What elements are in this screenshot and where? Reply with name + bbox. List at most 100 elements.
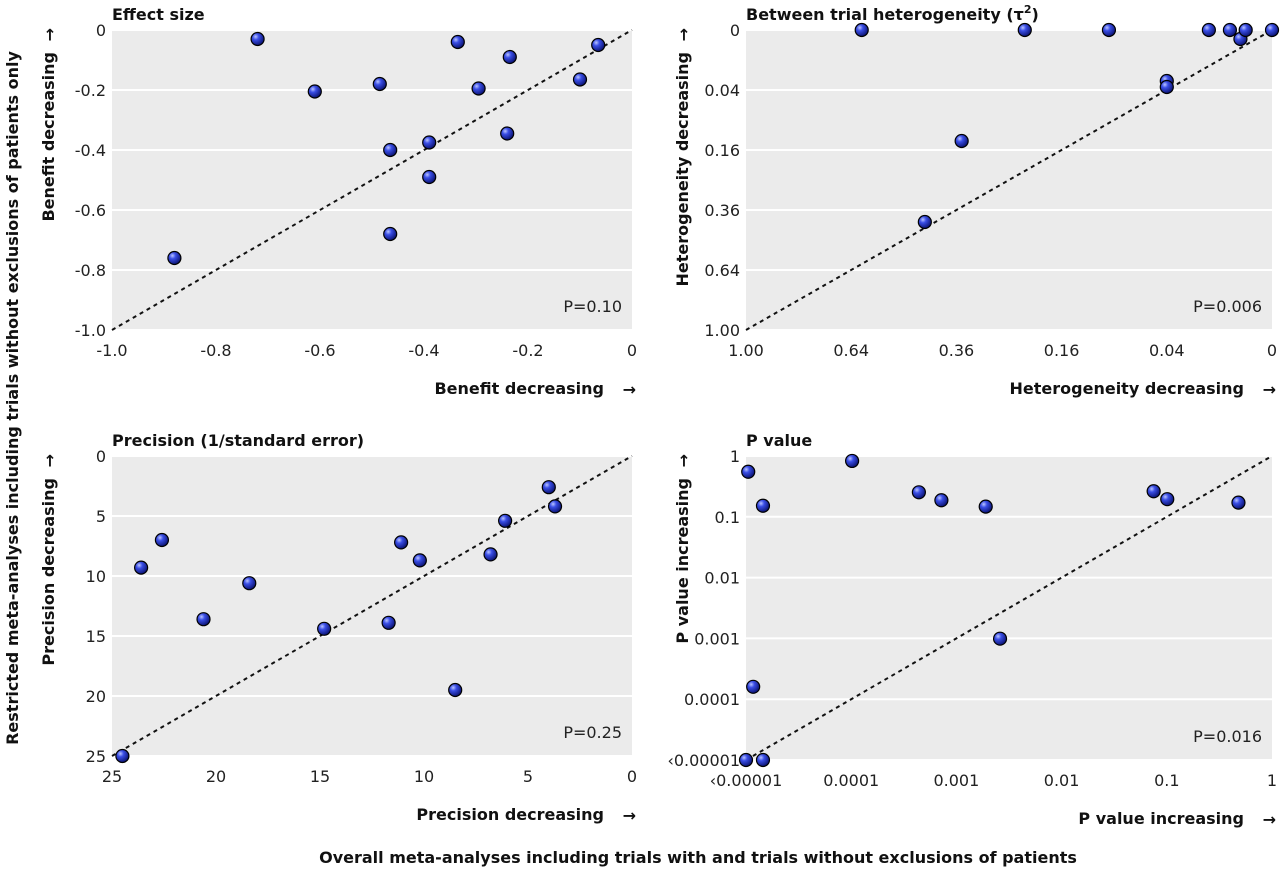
x-tick-label: 0.001 bbox=[933, 771, 979, 790]
x-tick-label: ‹0.00001 bbox=[710, 771, 783, 790]
x-tick-label: -0.8 bbox=[200, 341, 231, 360]
plot-background bbox=[112, 456, 632, 756]
data-point bbox=[954, 133, 969, 149]
data-point bbox=[498, 513, 513, 528]
p-value-annotation: P=0.016 bbox=[1193, 727, 1262, 746]
figure-y-label: Restricted meta-analyses including trial… bbox=[3, 51, 22, 745]
x-tick-label: 15 bbox=[310, 767, 330, 786]
figure-x-label: Overall meta-analyses including trials w… bbox=[319, 848, 1077, 867]
x-tick-label: -0.6 bbox=[304, 341, 335, 360]
y-axis-label: Precision decreasing bbox=[39, 478, 58, 666]
panel-title-superscript: 2 bbox=[1024, 3, 1032, 16]
x-axis-label: Benefit decreasing bbox=[434, 379, 604, 398]
data-point bbox=[167, 250, 182, 266]
data-point bbox=[1222, 22, 1238, 38]
x-axis-label: P value increasing bbox=[1078, 809, 1244, 828]
y-axis-label: Heterogeneity decreasing bbox=[673, 52, 692, 286]
x-tick-label: 0.1 bbox=[1154, 771, 1179, 790]
x-tick-label: 0.0001 bbox=[823, 771, 879, 790]
data-point bbox=[448, 682, 463, 698]
data-point bbox=[1017, 22, 1032, 38]
x-axis-arrow-icon: → bbox=[623, 806, 636, 825]
data-point bbox=[1201, 22, 1216, 38]
x-tick-label: 0.64 bbox=[833, 341, 869, 360]
x-axis-label: Heterogeneity decreasing bbox=[1010, 379, 1244, 398]
y-tick-label: 1.00 bbox=[704, 321, 740, 340]
data-point bbox=[1264, 22, 1280, 38]
x-tick-label: 25 bbox=[102, 767, 122, 786]
x-tick-label: -0.2 bbox=[512, 341, 543, 360]
y-tick-label: -0.8 bbox=[75, 261, 106, 280]
identity-line bbox=[745, 29, 1273, 331]
data-point bbox=[450, 34, 465, 50]
data-point bbox=[1238, 22, 1253, 38]
y-tick-label: 25 bbox=[86, 747, 106, 766]
data-point bbox=[934, 493, 949, 508]
panel-title-text: Precision (1/standard error) bbox=[112, 431, 364, 450]
y-tick-label: 5 bbox=[96, 507, 106, 526]
y-tick-label: 0.16 bbox=[704, 141, 740, 160]
y-tick-label: 0.1 bbox=[715, 508, 740, 527]
y-tick-label: -0.2 bbox=[75, 81, 106, 100]
x-tick-label: 0 bbox=[627, 767, 637, 786]
data-point bbox=[307, 84, 322, 99]
data-point bbox=[196, 612, 211, 627]
data-point bbox=[746, 679, 761, 694]
data-point bbox=[394, 535, 409, 550]
panel-title-text: Effect size bbox=[112, 5, 205, 24]
data-point bbox=[992, 631, 1008, 646]
panel-title: Effect size bbox=[112, 5, 205, 24]
data-point bbox=[383, 142, 398, 158]
p-value-annotation: P=0.10 bbox=[563, 297, 622, 316]
y-tick-label: 0.0001 bbox=[684, 690, 740, 709]
y-tick-label: 0.01 bbox=[704, 569, 740, 588]
panel-title: Between trial heterogeneity (τ2) bbox=[746, 3, 1039, 24]
p-value-annotation: P=0.006 bbox=[1193, 297, 1262, 316]
y-axis-label: Benefit decreasing bbox=[39, 52, 58, 222]
data-point bbox=[1159, 79, 1174, 95]
data-point bbox=[911, 485, 926, 500]
x-tick-label: 20 bbox=[206, 767, 226, 786]
data-point bbox=[134, 560, 149, 575]
data-point bbox=[741, 464, 756, 479]
data-point bbox=[115, 748, 130, 764]
data-point bbox=[471, 81, 486, 96]
data-point bbox=[1160, 492, 1175, 507]
y-axis-arrow-icon: → bbox=[674, 454, 693, 467]
y-tick-label: 15 bbox=[86, 627, 106, 646]
data-point bbox=[917, 214, 932, 230]
data-point bbox=[854, 22, 869, 38]
data-point bbox=[755, 498, 771, 513]
y-tick-label: 0 bbox=[730, 21, 740, 40]
y-axis-arrow-icon: → bbox=[674, 28, 693, 41]
y-axis-arrow-icon: → bbox=[40, 28, 59, 41]
y-tick-label: 20 bbox=[86, 687, 106, 706]
x-tick-label: 0 bbox=[627, 341, 637, 360]
data-point bbox=[422, 135, 437, 150]
y-tick-label: 0 bbox=[96, 447, 106, 466]
data-point bbox=[154, 532, 170, 548]
x-tick-label: -0.4 bbox=[408, 341, 439, 360]
data-point bbox=[500, 126, 515, 141]
y-axis-arrow-icon: → bbox=[40, 454, 59, 467]
data-point bbox=[755, 752, 771, 768]
y-tick-label: 10 bbox=[86, 567, 106, 586]
data-point bbox=[591, 37, 606, 53]
y-tick-label: -0.6 bbox=[75, 201, 106, 220]
x-tick-label: 0.16 bbox=[1044, 341, 1080, 360]
data-point bbox=[1146, 484, 1161, 499]
x-tick-label: 10 bbox=[414, 767, 434, 786]
data-point bbox=[978, 499, 993, 514]
data-point bbox=[381, 615, 396, 630]
data-point bbox=[383, 226, 398, 242]
y-tick-label: 0 bbox=[96, 21, 106, 40]
data-point bbox=[572, 72, 588, 87]
data-point bbox=[547, 499, 563, 514]
y-tick-label: -0.4 bbox=[75, 141, 106, 160]
x-tick-label: 5 bbox=[523, 767, 533, 786]
y-tick-label: 0.04 bbox=[704, 81, 740, 100]
data-point bbox=[412, 553, 427, 568]
x-tick-label: 0 bbox=[1267, 341, 1277, 360]
plot-background bbox=[112, 30, 632, 330]
data-point bbox=[250, 31, 265, 47]
